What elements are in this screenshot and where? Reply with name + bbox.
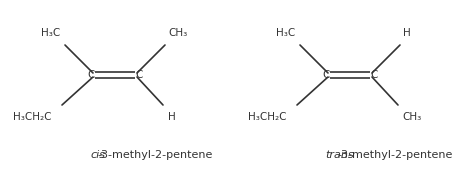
Text: -3-methyl-2-pentene: -3-methyl-2-pentene bbox=[337, 150, 453, 160]
Text: C: C bbox=[323, 70, 330, 80]
Text: H₃C: H₃C bbox=[276, 28, 295, 38]
Text: CH₃: CH₃ bbox=[402, 112, 421, 122]
Text: C: C bbox=[370, 70, 377, 80]
Text: trans: trans bbox=[325, 150, 354, 160]
Text: H₃CH₂C: H₃CH₂C bbox=[248, 112, 287, 122]
Text: C: C bbox=[135, 70, 142, 80]
Text: H₃C: H₃C bbox=[41, 28, 60, 38]
Text: cis: cis bbox=[90, 150, 105, 160]
Text: H: H bbox=[168, 112, 176, 122]
Text: C: C bbox=[88, 70, 95, 80]
Text: -3-methyl-2-pentene: -3-methyl-2-pentene bbox=[98, 150, 213, 160]
Text: H: H bbox=[403, 28, 411, 38]
Text: H₃CH₂C: H₃CH₂C bbox=[13, 112, 52, 122]
Text: CH₃: CH₃ bbox=[168, 28, 187, 38]
